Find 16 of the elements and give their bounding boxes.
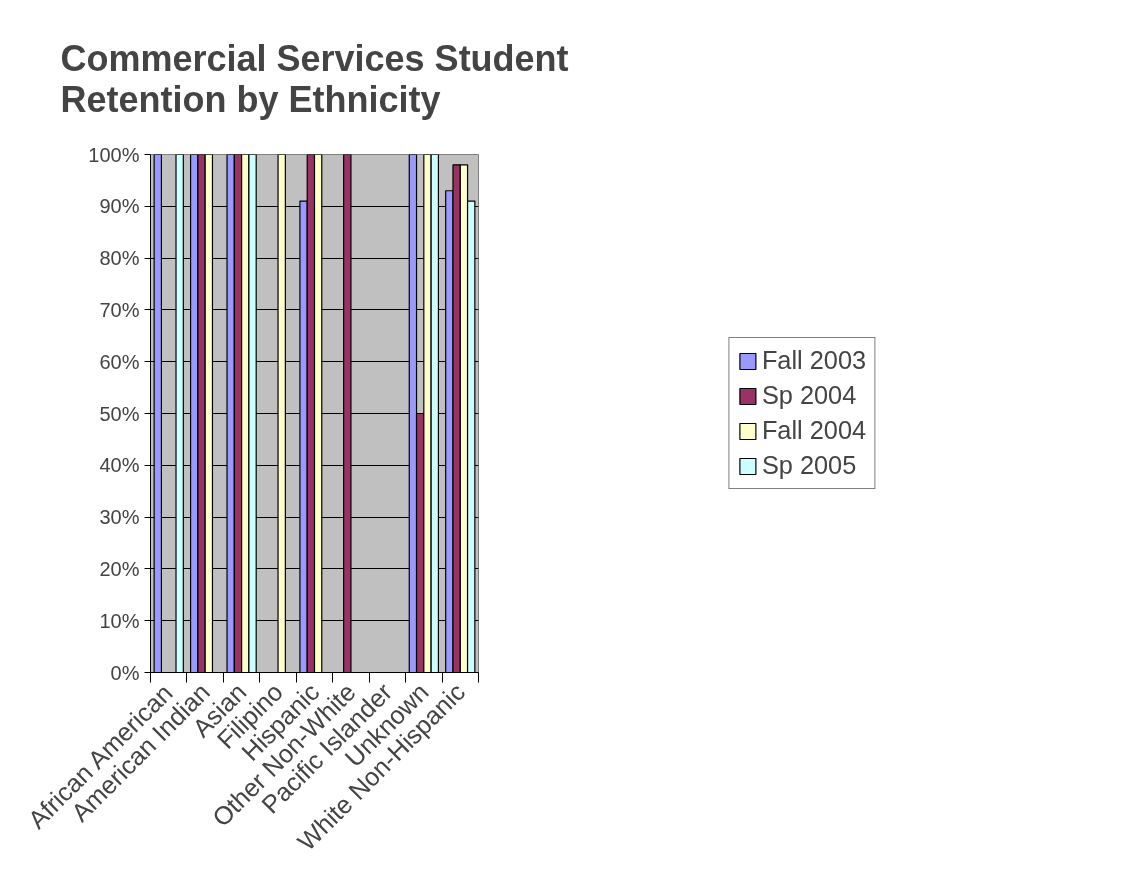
- y-tick-label: 80%: [99, 247, 140, 270]
- y-tick-label: 0%: [110, 661, 140, 684]
- y-tick-label: 60%: [99, 350, 140, 373]
- legend-label: Fall 2004: [761, 416, 867, 445]
- y-tick-label: 100%: [88, 143, 140, 166]
- y-tick-label: 70%: [99, 298, 140, 321]
- y-tick-label: 90%: [99, 195, 140, 218]
- y-tick-label: 10%: [99, 609, 140, 632]
- legend-label: Sp 2005: [761, 451, 857, 480]
- y-tick-label: 30%: [99, 506, 140, 529]
- legend-label: Sp 2004: [761, 381, 857, 410]
- legend-label: Fall 2003: [761, 346, 867, 375]
- y-tick-label: 40%: [99, 454, 140, 477]
- y-tick-label: 20%: [99, 557, 140, 580]
- y-tick-label: 50%: [99, 402, 140, 425]
- chart-title: Commercial Services Student Retention by Ethnicity: [60, 37, 569, 120]
